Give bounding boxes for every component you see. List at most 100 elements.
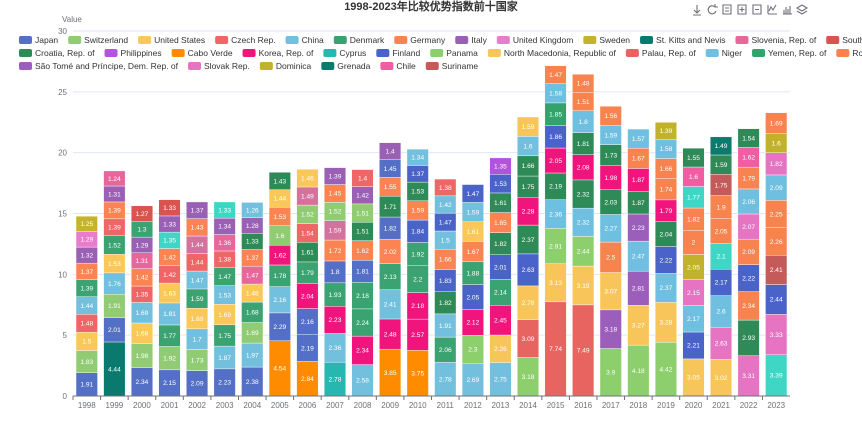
legend-item-czech-rep[interactable]: Czech Rep.	[215, 35, 276, 45]
bar-value-label: 1.59	[329, 228, 342, 235]
legend-label: South Africa	[842, 35, 862, 45]
legend-item-switzerland[interactable]: Switzerland	[68, 35, 128, 45]
bar-segment-hungary-2003[interactable]	[213, 201, 236, 219]
bar-segment-croatia-rep-of-2005[interactable]	[268, 172, 291, 190]
bar-segment-philippines-2013[interactable]	[489, 157, 512, 175]
legend-item-chile[interactable]: Chile	[380, 61, 416, 71]
bar-segment-south-africa-2001[interactable]	[158, 199, 181, 217]
legend-label: United Kingdom	[513, 35, 573, 45]
legend-item-romania[interactable]: Romania	[836, 48, 862, 58]
bar-value-label: 4.44	[108, 366, 121, 373]
chart-title: 1998-2023年比较优势指数前十国家	[344, 0, 519, 13]
bar-value-label: 2.05	[466, 294, 479, 301]
bar-segment-sweden-1998[interactable]	[75, 215, 98, 232]
x-tick-label: 1998	[78, 401, 96, 410]
bar-segment-croatia-rep-of-2022[interactable]	[737, 128, 760, 148]
legend-item-croatia-rep-of[interactable]: Croatia, Rep. of	[19, 48, 95, 58]
bar-value-label: 2.09	[191, 381, 204, 388]
bar-value-label: 1.42	[356, 193, 369, 200]
bar-value-label: 1.69	[191, 316, 204, 323]
bar-segment-south-africa-2000[interactable]	[130, 205, 153, 222]
legend-item-united-kingdom[interactable]: United Kingdom	[496, 35, 573, 45]
bar-value-label: 1.81	[163, 311, 176, 318]
x-tick-label: 2013	[492, 401, 510, 410]
bar-segment-dominica-2019[interactable]	[654, 122, 677, 140]
bar-segment-finland-2012[interactable]	[461, 184, 484, 203]
legend-item-italy[interactable]: Italy	[455, 35, 488, 45]
bar-value-label: 1.9	[716, 204, 725, 211]
zoom-reset-icon[interactable]	[752, 4, 762, 15]
legend-item-grenada[interactable]: Grenada	[321, 61, 371, 71]
legend-item-philippines[interactable]: Philippines	[104, 48, 162, 58]
bar-value-label: 1.55	[384, 184, 397, 191]
x-tick-label: 2020	[685, 401, 703, 410]
bar-chart-icon[interactable]	[783, 6, 792, 15]
bar-value-label: 1.35	[136, 292, 149, 299]
bar-segment-grenada-2021[interactable]	[710, 136, 733, 156]
legend-item-s-o-tom-and-pr-ncipe-dem-rep-of[interactable]: São Tomé and Príncipe, Dem. Rep. of	[19, 61, 179, 71]
bar-segment-italy-2007[interactable]	[324, 167, 346, 185]
legend-item-panama[interactable]: Panama	[430, 48, 478, 58]
legend-item-denmark[interactable]: Denmark	[333, 35, 385, 45]
legend-item-niger[interactable]: Niger	[705, 48, 742, 58]
legend-label: Suriname	[442, 61, 479, 71]
bar-segment-china-2004[interactable]	[241, 202, 264, 218]
legend-item-slovenia-rep-of[interactable]: Slovenia, Rep. of	[735, 35, 817, 45]
data-view-icon[interactable]	[722, 4, 732, 15]
bar-segment-romania-2023[interactable]	[765, 112, 788, 134]
bar-segment-italy-2002[interactable]	[186, 201, 209, 219]
bar-value-label: 3.75	[411, 370, 424, 377]
bar-segment-czech-rep-2008[interactable]	[351, 169, 374, 187]
legend-item-north-macedonia-republic-of[interactable]: North Macedonia, Republic of	[487, 48, 617, 58]
zoom-icon[interactable]	[737, 4, 747, 15]
legend-item-germany[interactable]: Germany	[394, 35, 446, 45]
legend-item-south-africa[interactable]: South Africa	[826, 35, 862, 45]
stack-icon[interactable]	[795, 4, 809, 15]
legend-item-yemen-rep-of[interactable]: Yemen, Rep. of	[752, 48, 827, 58]
legend-label: Slovenia, Rep. of	[751, 35, 816, 45]
bar-segment-united-states-2006[interactable]	[296, 169, 319, 188]
legend-item-dominica[interactable]: Dominica	[259, 61, 312, 71]
bar-segment-romania-2015[interactable]	[544, 65, 567, 84]
legend-label: Philippines	[121, 48, 162, 58]
legend-item-st-kitts-and-nevis[interactable]: St. Kitts and Nevis	[640, 35, 725, 45]
download-icon[interactable]	[693, 5, 701, 16]
bar-segment-croatia-rep-of-2020[interactable]	[682, 147, 705, 168]
legend-label: Chile	[396, 61, 416, 71]
restore-icon[interactable]	[707, 4, 718, 15]
legend-item-united-states[interactable]: United States	[138, 35, 205, 45]
bar-segment-romania-2016[interactable]	[572, 74, 595, 93]
bar-value-label: 1.92	[163, 355, 176, 362]
legend-item-cyprus[interactable]: Cyprus	[323, 48, 366, 58]
bar-segment-china-2010[interactable]	[406, 148, 429, 166]
bar-value-label: 2.06	[439, 347, 452, 354]
legend-label: Finland	[392, 48, 420, 58]
legend-item-cabo-verde[interactable]: Cabo Verde	[171, 48, 233, 58]
bar-value-label: 2.07	[742, 224, 755, 231]
bar-value-label: 1.65	[494, 220, 507, 227]
bar-value-label: 2.78	[439, 376, 452, 383]
legend-item-suriname[interactable]: Suriname	[425, 61, 479, 71]
legend-swatch	[380, 62, 394, 70]
bar-segment-czech-rep-2011[interactable]	[434, 178, 457, 197]
bar-value-label: 2.32	[577, 191, 590, 198]
bar-segment-slovenia-rep-of-1999[interactable]	[103, 170, 126, 187]
legend-item-korea-rep-of[interactable]: Korea, Rep. of	[242, 48, 314, 58]
bar-value-label: 2.15	[163, 380, 176, 387]
legend-item-japan[interactable]: Japan	[19, 35, 58, 45]
legend-item-finland[interactable]: Finland	[376, 48, 420, 58]
legend-item-palau-rep-of[interactable]: Palau, Rep. of	[625, 48, 697, 58]
bar-value-label: 2.36	[329, 345, 342, 352]
line-chart-icon[interactable]	[767, 4, 777, 15]
legend-item-slovak-rep[interactable]: Slovak Rep.	[188, 61, 250, 71]
legend-item-sweden[interactable]: Sweden	[583, 35, 630, 45]
legend-label: Niger	[722, 48, 742, 58]
bar-segment-italy-2009[interactable]	[379, 142, 402, 160]
bar-segment-romania-2017[interactable]	[599, 106, 622, 126]
y-tick-label: 5	[63, 331, 68, 340]
bar-segment-north-macedonia-republic-of-2014[interactable]	[517, 116, 539, 137]
bar-segment-niger-2018[interactable]	[627, 128, 650, 149]
bar-value-label: 3.07	[604, 288, 617, 295]
legend-swatch	[138, 36, 152, 44]
legend-item-china[interactable]: China	[285, 35, 324, 45]
